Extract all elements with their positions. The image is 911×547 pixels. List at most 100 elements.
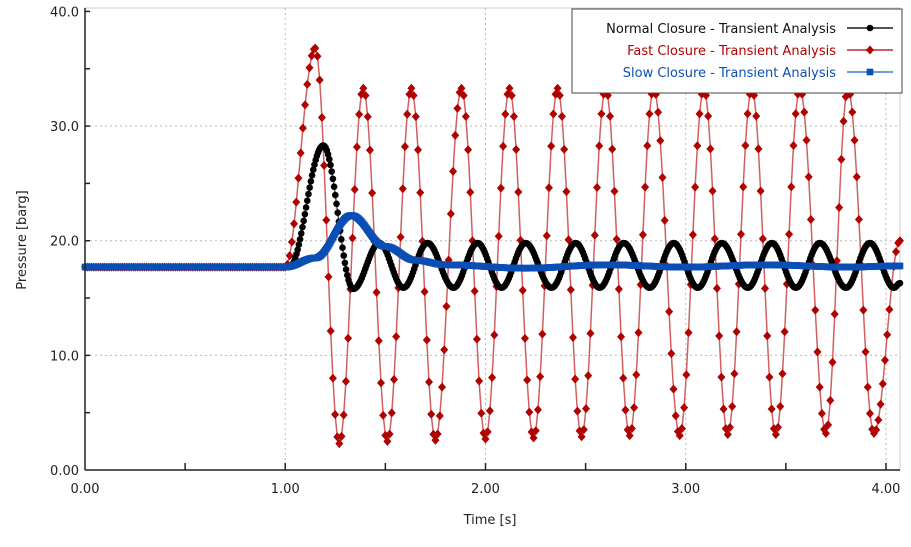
data-point (361, 91, 370, 101)
data-point (470, 286, 479, 296)
data-point (339, 410, 348, 420)
data-point (776, 402, 785, 412)
data-point (396, 232, 405, 242)
data-point (505, 83, 514, 93)
data-point (433, 429, 442, 439)
data-point (813, 347, 822, 357)
data-point (684, 328, 693, 338)
legend-label: Slow Closure - Transient Analysis (623, 66, 836, 81)
data-point (355, 109, 364, 119)
y-axis-label: Pressure [barg] (15, 190, 30, 289)
data-point (728, 402, 737, 412)
x-tick-label: 3.00 (671, 482, 700, 497)
data-point (287, 237, 296, 247)
data-point (300, 217, 307, 225)
data-point (804, 172, 813, 182)
data-point (333, 200, 340, 208)
data-point (472, 334, 481, 344)
data-point (332, 191, 339, 199)
data-point (531, 426, 540, 436)
data-point (461, 112, 470, 122)
data-point (638, 230, 647, 240)
data-point (830, 309, 839, 319)
data-point (839, 116, 848, 126)
data-point (400, 142, 409, 152)
data-point (311, 43, 320, 53)
data-point (496, 183, 505, 193)
data-point (695, 109, 704, 119)
data-point (691, 182, 700, 192)
series-line (85, 214, 900, 269)
data-point (499, 141, 508, 151)
data-point (328, 168, 336, 175)
data-point (379, 410, 388, 420)
data-point (754, 144, 763, 154)
data-point (317, 112, 326, 122)
data-point (341, 376, 350, 386)
data-point (372, 287, 381, 297)
data-point (451, 130, 460, 140)
data-point (457, 83, 466, 93)
data-point (880, 355, 889, 365)
data-point (307, 177, 315, 185)
data-point (821, 428, 830, 438)
data-point (630, 403, 639, 413)
data-point (610, 186, 619, 196)
data-point (547, 141, 556, 151)
legend-label: Normal Closure - Transient Analysis (606, 22, 836, 37)
data-point (763, 331, 772, 341)
data-point (675, 431, 684, 441)
data-point (828, 357, 837, 367)
data-point (645, 109, 654, 119)
data-point (606, 111, 615, 121)
data-point (298, 123, 307, 133)
data-point (597, 109, 606, 119)
data-point (302, 204, 310, 211)
y-tick-label: 40.0 (50, 5, 79, 20)
data-point (617, 332, 626, 342)
series-diamond (81, 43, 904, 449)
legend-marker (866, 68, 874, 76)
data-point (761, 283, 770, 293)
data-point (453, 103, 462, 113)
data-point (756, 186, 765, 196)
data-point (743, 109, 752, 119)
data-point (483, 427, 492, 437)
data-point (865, 409, 874, 419)
data-point (348, 233, 357, 243)
data-point (876, 399, 885, 409)
data-point (654, 107, 663, 117)
data-point (619, 373, 628, 383)
data-point (677, 423, 686, 433)
y-tick-label: 30.0 (50, 120, 79, 135)
data-point (544, 183, 553, 193)
data-point (874, 415, 883, 425)
legend: Normal Closure - Transient Analysis Fast … (571, 8, 903, 94)
data-point (389, 374, 398, 384)
data-point (477, 408, 486, 418)
x-tick-label: 2.00 (471, 482, 500, 497)
data-point (331, 409, 340, 419)
data-point (665, 307, 674, 317)
data-point (595, 141, 604, 151)
data-point (446, 209, 455, 219)
data-point (335, 439, 344, 449)
data-point (817, 409, 826, 419)
data-point (352, 142, 361, 152)
data-point (326, 326, 335, 336)
data-point (407, 83, 416, 93)
data-point (350, 184, 359, 194)
data-point (523, 375, 532, 385)
data-point (309, 166, 317, 174)
data-point (374, 336, 383, 346)
data-point (365, 145, 374, 155)
data-point (294, 246, 301, 253)
data-point (387, 408, 396, 418)
data-point (385, 429, 394, 439)
data-point (475, 376, 484, 386)
data-point (848, 107, 857, 117)
data-point (442, 301, 451, 311)
data-point (533, 405, 542, 415)
data-point (850, 135, 859, 145)
data-point (656, 136, 665, 146)
